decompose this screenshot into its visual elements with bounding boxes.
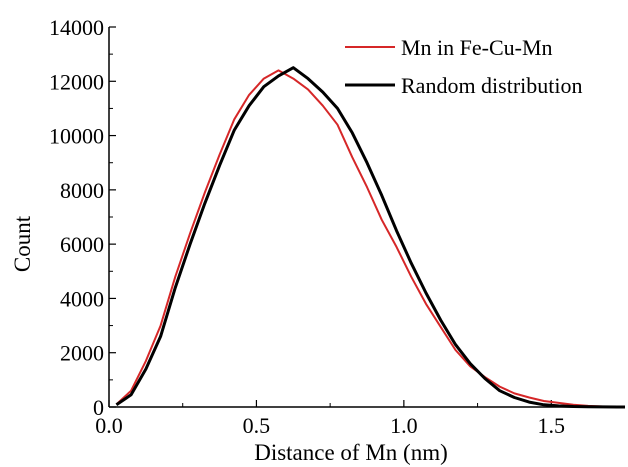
x-tick-label: 0.0 [95, 413, 123, 438]
x-tick-label: 1.0 [390, 413, 418, 438]
series-line-random-distribution [115, 66, 625, 409]
y-tick-label: 10000 [49, 124, 104, 149]
y-axis-title: Count [10, 215, 35, 272]
x-axis-title: Distance of Mn (nm) [254, 440, 448, 465]
y-tick-label: 4000 [60, 286, 104, 311]
y-tick-label: 12000 [49, 69, 104, 94]
y-tick-label: 0 [93, 395, 104, 420]
legend-label-random-distribution: Random distribution [401, 73, 583, 98]
y-axis: 0 2000 4000 6000 8000 10000 12000 14000 [49, 15, 116, 420]
legend: Mn in Fe-Cu-Mn Random distribution [345, 35, 583, 98]
x-tick-label: 1.5 [538, 413, 566, 438]
series-line-mn-in-fe-cu-mn [115, 69, 626, 408]
series-layer [115, 66, 626, 409]
y-tick-label: 8000 [60, 178, 104, 203]
x-tick-label: 0.5 [243, 413, 271, 438]
y-tick-label: 14000 [49, 15, 104, 40]
y-tick-label: 6000 [60, 232, 104, 257]
x-axis: 0.0 0.5 1.0 1.5 [95, 400, 565, 438]
y-tick-label: 2000 [60, 341, 104, 366]
legend-label-mn-in-fe-cu-mn: Mn in Fe-Cu-Mn [401, 35, 553, 60]
